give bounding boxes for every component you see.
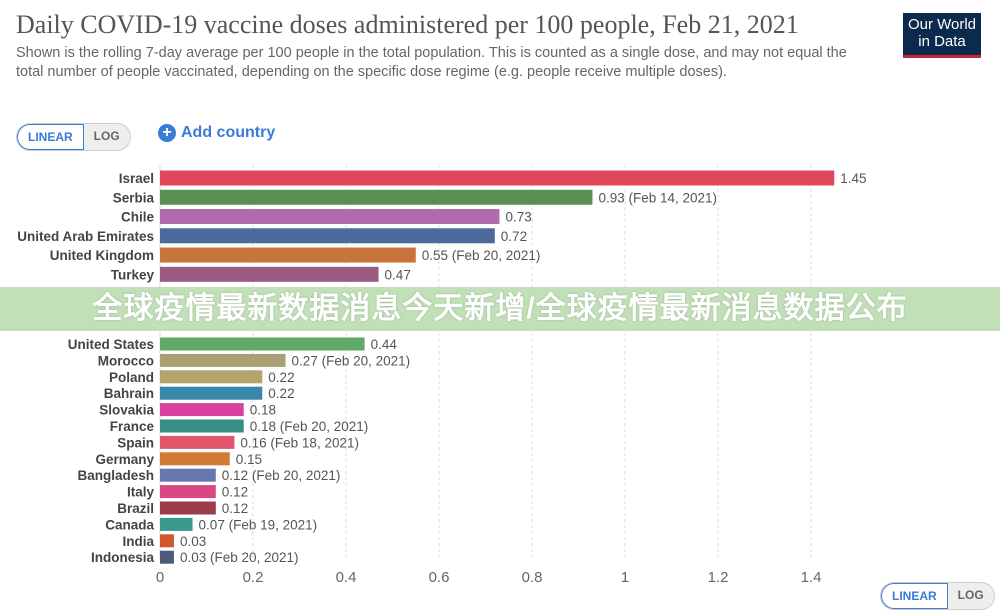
value-label: 0.93 (Feb 14, 2021) (598, 190, 717, 205)
bar (160, 452, 230, 466)
category-label: United Arab Emirates (17, 229, 154, 244)
bar (160, 247, 416, 263)
x-tick-label: 1.4 (801, 569, 822, 586)
bar (160, 468, 216, 482)
category-label: Turkey (111, 267, 155, 282)
value-label: 0.72 (501, 229, 527, 244)
scale-toggle-bottom: LINEAR LOG (880, 582, 995, 610)
value-label: 0.73 (505, 210, 531, 225)
bar (160, 386, 263, 400)
x-tick-label: 0.8 (522, 569, 543, 586)
bar (160, 209, 500, 225)
value-label: 0.22 (268, 386, 294, 401)
bar (160, 517, 193, 531)
value-label: 0.18 (250, 403, 276, 418)
category-label: Bangladesh (77, 468, 154, 483)
value-label: 0.55 (Feb 20, 2021) (422, 248, 541, 263)
value-label: 0.27 (Feb 20, 2021) (292, 353, 411, 368)
category-label: Canada (105, 517, 154, 532)
bar (160, 550, 174, 564)
value-label: 0.07 (Feb 19, 2021) (199, 517, 318, 532)
value-label: 0.44 (371, 337, 398, 352)
bar (160, 170, 835, 186)
value-label: 0.16 (Feb 18, 2021) (240, 435, 359, 450)
value-label: 0.47 (385, 267, 411, 282)
category-label: Serbia (113, 190, 155, 205)
value-label: 0.03 (180, 534, 206, 549)
linear-button-bottom[interactable]: LINEAR (881, 583, 948, 609)
owid-logo[interactable]: Our World in Data (903, 13, 981, 58)
bar (160, 403, 244, 417)
value-label: 0.12 (Feb 20, 2021) (222, 468, 341, 483)
bar (160, 353, 286, 367)
x-tick-label: 1 (621, 569, 629, 586)
x-tick-label: 0.4 (336, 569, 357, 586)
value-label: 0.12 (222, 501, 248, 516)
category-label: United Kingdom (50, 248, 154, 263)
bar (160, 435, 235, 449)
x-tick-label: 0 (156, 569, 164, 586)
value-label: 0.18 (Feb 20, 2021) (250, 419, 369, 434)
value-label: 0.22 (268, 370, 294, 385)
log-button[interactable]: LOG (93, 129, 120, 143)
category-label: Poland (109, 370, 154, 385)
banner-text: 全球疫情最新数据消息今天新增/全球疫情最新消息数据公布 (92, 292, 908, 325)
bar (160, 337, 365, 351)
bar (160, 419, 244, 433)
bar (160, 485, 216, 499)
bar (160, 534, 174, 548)
category-label: Bahrain (104, 386, 154, 401)
category-label: United States (68, 337, 154, 352)
logo-line-2: in Data (918, 33, 966, 50)
x-tick-label: 0.2 (243, 569, 264, 586)
category-label: Italy (127, 485, 155, 500)
value-label: 0.12 (222, 485, 248, 500)
value-label: 0.15 (236, 452, 262, 467)
bar (160, 228, 495, 244)
plus-circle-icon: + (158, 124, 176, 142)
log-button-bottom[interactable]: LOG (957, 588, 984, 602)
chart-subtitle: Shown is the rolling 7-day average per 1… (16, 45, 847, 80)
value-label: 1.45 (840, 171, 866, 186)
category-label: India (122, 534, 154, 549)
linear-button[interactable]: LINEAR (17, 124, 84, 150)
chart-title: Daily COVID-19 vaccine doses administere… (16, 10, 799, 39)
category-label: France (110, 419, 155, 434)
logo-line-1: Our World (907, 16, 977, 33)
category-label: Israel (119, 171, 154, 186)
category-label: Slovakia (99, 403, 154, 418)
bar (160, 189, 593, 205)
add-country-label: Add country (181, 124, 276, 141)
category-label: Chile (121, 210, 154, 225)
category-label: Morocco (98, 353, 154, 368)
overlay-banner: 全球疫情最新数据消息今天新增/全球疫情最新消息数据公布 (0, 287, 1000, 331)
bar (160, 370, 263, 384)
x-tick-label: 0.6 (429, 569, 450, 586)
category-label: Brazil (117, 501, 154, 516)
value-label: 0.03 (Feb 20, 2021) (180, 550, 299, 565)
bar (160, 266, 379, 282)
category-label: Indonesia (91, 550, 155, 565)
scale-toggle-top: LINEAR LOG (16, 123, 131, 151)
bar (160, 501, 216, 515)
category-label: Germany (95, 452, 154, 467)
add-country-button[interactable]: + Add country (158, 124, 275, 142)
x-tick-label: 1.2 (708, 569, 729, 586)
category-label: Spain (117, 435, 154, 450)
